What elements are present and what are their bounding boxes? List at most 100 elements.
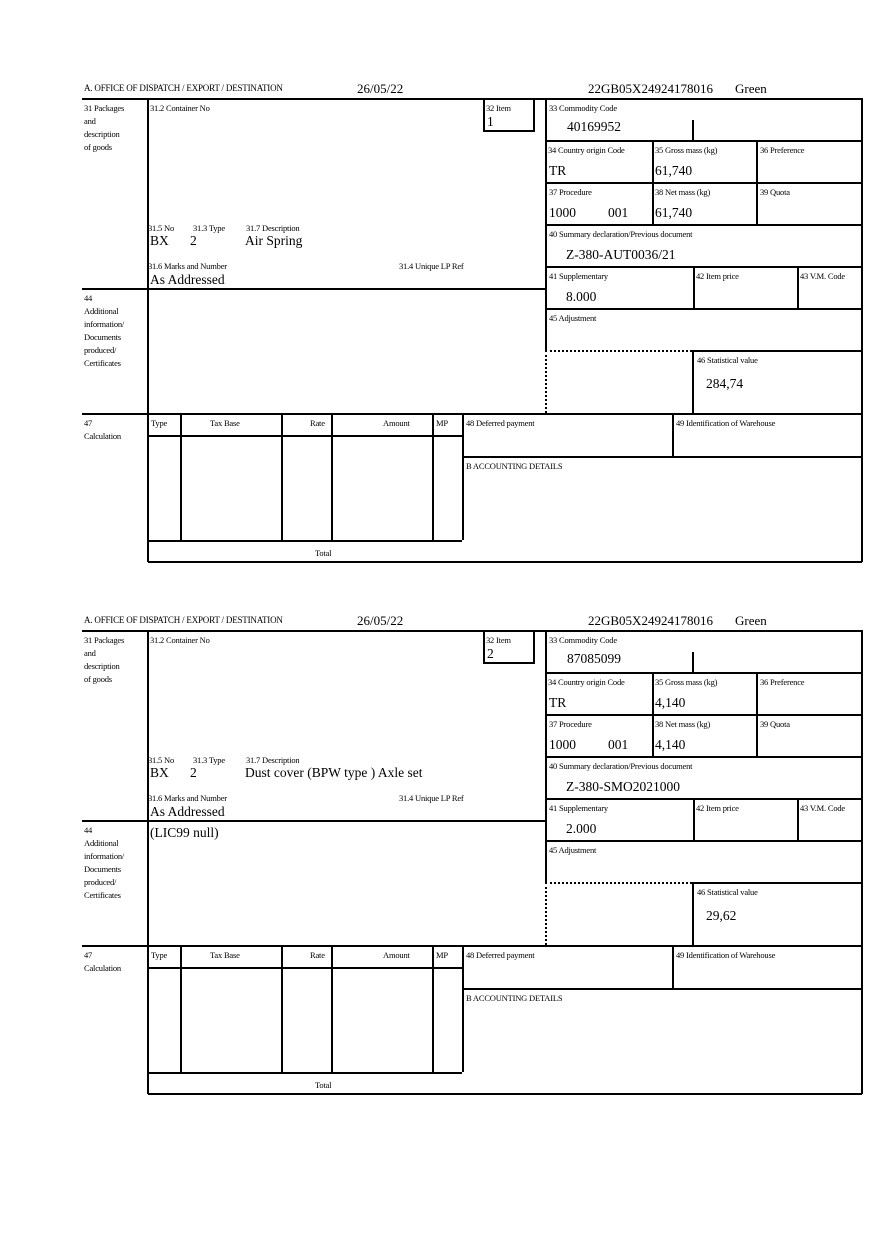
divider bbox=[545, 182, 862, 184]
calc-mp-header: MP bbox=[436, 950, 448, 960]
label-line: 44 bbox=[84, 293, 93, 303]
divider bbox=[692, 350, 862, 352]
accounting-details-label: B ACCOUNTING DETAILS bbox=[466, 461, 563, 471]
divider bbox=[692, 350, 694, 413]
divider bbox=[861, 98, 863, 562]
type-label: 31.3 Type bbox=[193, 755, 225, 765]
calc-tax-base-header: Tax Base bbox=[210, 418, 240, 428]
label-line: description bbox=[84, 129, 120, 139]
office-label: A. OFFICE OF DISPATCH / EXPORT / DESTINA… bbox=[84, 615, 283, 625]
divider bbox=[545, 350, 692, 352]
item-value: 2 bbox=[487, 646, 494, 661]
procedure-label: 37 Procedure bbox=[549, 187, 592, 197]
divider bbox=[861, 630, 863, 1094]
calc-type-header: Type bbox=[151, 950, 168, 960]
item-label: 32 Item bbox=[486, 635, 511, 645]
description-label: 31.7 Description bbox=[246, 755, 300, 765]
no-label: 31.5 No bbox=[148, 755, 174, 765]
supplementary-label: 41 Supplementary bbox=[549, 271, 608, 281]
commodity-label: 33 Commodity Code bbox=[549, 635, 617, 645]
label-line: Documents bbox=[84, 332, 121, 342]
item-price-label: 42 Item price bbox=[696, 271, 739, 281]
divider bbox=[545, 308, 862, 310]
procedure-label: 37 Procedure bbox=[549, 719, 592, 729]
description-value: Air Spring bbox=[245, 233, 303, 248]
divider bbox=[545, 224, 862, 226]
container-label: 31.2 Container No bbox=[150, 635, 210, 645]
statistical-label: 46 Statistical value bbox=[697, 355, 758, 365]
label-line: and bbox=[84, 116, 96, 126]
declaration-item-form: A. OFFICE OF DISPATCH / EXPORT / DESTINA… bbox=[0, 80, 882, 570]
divider bbox=[147, 98, 149, 562]
divider bbox=[148, 561, 862, 563]
label-line: Certificates bbox=[84, 358, 121, 368]
label-line: Certificates bbox=[84, 890, 121, 900]
divider bbox=[545, 714, 862, 716]
no-label: 31.5 No bbox=[148, 223, 174, 233]
divider bbox=[82, 413, 863, 415]
type-value: 2 bbox=[190, 765, 197, 780]
calc-mp-header: MP bbox=[436, 418, 448, 428]
item-value: 1 bbox=[487, 114, 494, 129]
quota-label: 39 Quota bbox=[760, 719, 790, 729]
divider bbox=[432, 945, 434, 1072]
preference-label: 36 Preference bbox=[760, 145, 805, 155]
gross-label: 35 Gross mass (kg) bbox=[655, 145, 718, 155]
summary-label: 40 Summary declaration/Previous document bbox=[549, 761, 693, 771]
divider bbox=[462, 413, 464, 540]
divider bbox=[693, 798, 695, 840]
calc-rate-header: Rate bbox=[310, 950, 325, 960]
divider bbox=[180, 413, 182, 540]
divider bbox=[545, 798, 862, 800]
divider bbox=[82, 630, 863, 632]
net-label: 38 Net mass (kg) bbox=[655, 719, 711, 729]
additional-info-label: 44 Additional information/ Documents pro… bbox=[84, 824, 124, 902]
unique-ref-label: 31.4 Unique LP Ref bbox=[399, 793, 464, 803]
divider bbox=[82, 98, 863, 100]
route-status: Green bbox=[735, 81, 767, 96]
divider bbox=[692, 652, 694, 672]
item-price-label: 42 Item price bbox=[696, 803, 739, 813]
divider bbox=[545, 882, 547, 945]
type-label: 31.3 Type bbox=[193, 223, 225, 233]
divider bbox=[462, 945, 464, 1072]
divider bbox=[652, 672, 654, 756]
divider bbox=[797, 266, 799, 308]
calculation-label: 47 Calculation bbox=[84, 949, 121, 975]
quota-label: 39 Quota bbox=[760, 187, 790, 197]
additional-info-label: 44 Additional information/ Documents pro… bbox=[84, 292, 124, 370]
country-value: TR bbox=[549, 163, 567, 178]
country-value: TR bbox=[549, 695, 567, 710]
preference-label: 36 Preference bbox=[760, 677, 805, 687]
deferred-payment-label: 48 Deferred payment bbox=[466, 950, 535, 960]
label-line: of goods bbox=[84, 674, 112, 684]
route-status: Green bbox=[735, 613, 767, 628]
label-line: description bbox=[84, 661, 120, 671]
label-line: 31 Packages bbox=[84, 103, 125, 113]
commodity-value: 40169952 bbox=[567, 119, 621, 134]
divider bbox=[545, 672, 862, 674]
divider bbox=[692, 120, 694, 140]
calc-amount-header: Amount bbox=[383, 418, 410, 428]
office-label: A. OFFICE OF DISPATCH / EXPORT / DESTINA… bbox=[84, 83, 283, 93]
divider bbox=[672, 945, 674, 988]
additional-info-value: (LIC99 null) bbox=[150, 825, 219, 840]
adjustment-label: 45 Adjustment bbox=[549, 845, 597, 855]
date: 26/05/22 bbox=[357, 613, 404, 628]
divider bbox=[82, 820, 546, 822]
supplementary-label: 41 Supplementary bbox=[549, 803, 608, 813]
divider bbox=[797, 798, 799, 840]
accounting-details-label: B ACCOUNTING DETAILS bbox=[466, 993, 563, 1003]
procedure-extra-value: 001 bbox=[608, 737, 629, 752]
calc-rate-header: Rate bbox=[310, 418, 325, 428]
item-label: 32 Item bbox=[486, 103, 511, 113]
divider bbox=[756, 672, 758, 756]
label-line: 31 Packages bbox=[84, 635, 125, 645]
divider bbox=[148, 1093, 862, 1095]
divider bbox=[331, 945, 333, 1072]
divider bbox=[432, 413, 434, 540]
divider bbox=[545, 350, 547, 413]
supplementary-value: 2.000 bbox=[566, 821, 597, 836]
label-line: 47 bbox=[84, 950, 93, 960]
packages-label: 31 Packages and description of goods bbox=[84, 634, 124, 686]
